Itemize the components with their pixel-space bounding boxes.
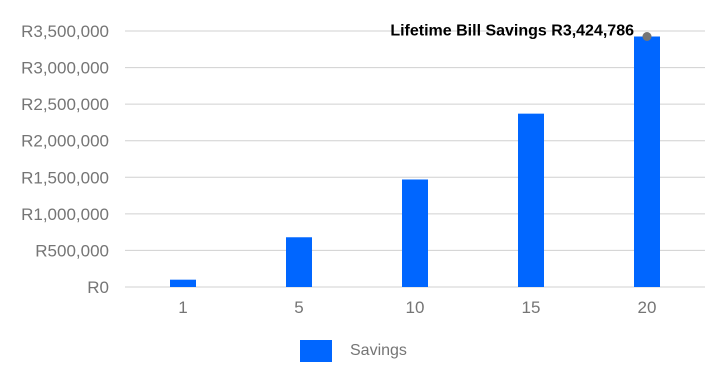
y-tick-label: R3,500,000 bbox=[21, 22, 109, 41]
bar-savings-5 bbox=[286, 237, 312, 287]
peak-marker bbox=[642, 32, 652, 42]
bar-savings-1 bbox=[170, 279, 196, 287]
x-tick-label: 10 bbox=[406, 298, 425, 317]
chart-legend: Savings bbox=[300, 340, 407, 362]
bar-savings-20 bbox=[634, 36, 660, 287]
y-tick-label: R0 bbox=[87, 278, 109, 297]
x-tick-label: 15 bbox=[522, 298, 541, 317]
x-tick-label: 5 bbox=[294, 298, 303, 317]
bar-savings-15 bbox=[518, 113, 544, 287]
y-tick-label: R500,000 bbox=[35, 241, 109, 260]
y-tick-label: R2,500,000 bbox=[21, 95, 109, 114]
y-tick-label: R1,000,000 bbox=[21, 205, 109, 224]
legend-label-savings: Savings bbox=[350, 342, 407, 359]
legend-swatch-savings bbox=[300, 340, 332, 362]
y-tick-label: R2,000,000 bbox=[21, 132, 109, 151]
y-tick-label: R3,000,000 bbox=[21, 59, 109, 78]
x-tick-label: 1 bbox=[178, 298, 187, 317]
x-axis-ticks: 1 5 10 15 20 bbox=[178, 298, 656, 317]
y-axis-ticks: R0 R500,000 R1,000,000 R1,500,000 R2,000,000… bbox=[21, 22, 109, 297]
lifetime-savings-annotation: Lifetime Bill Savings R3,424,786 bbox=[390, 23, 634, 40]
x-tick-label: 20 bbox=[638, 298, 657, 317]
bar-series-savings bbox=[170, 36, 660, 287]
bar-savings-10 bbox=[402, 179, 428, 287]
y-tick-label: R1,500,000 bbox=[21, 168, 109, 187]
